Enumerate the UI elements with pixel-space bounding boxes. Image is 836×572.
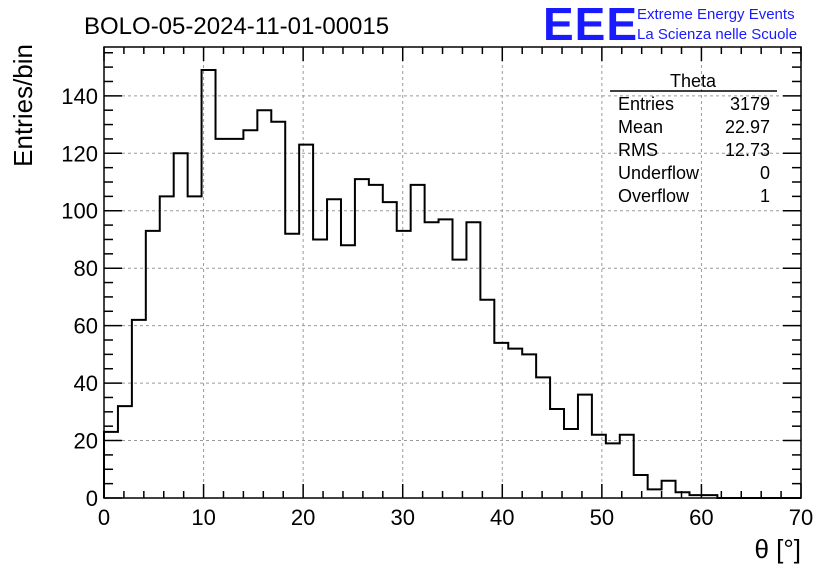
histogram-bin <box>606 443 620 498</box>
histogram-bin <box>118 406 132 498</box>
x-tick-label: 60 <box>689 505 713 530</box>
histogram-bin <box>425 222 439 498</box>
eee-logo: EEE Extreme Energy Events La Scienza nel… <box>543 0 797 50</box>
histogram-bin <box>327 199 341 498</box>
histogram-bin <box>439 219 453 498</box>
histogram-bin <box>229 139 243 498</box>
stats-value: 3179 <box>730 94 770 114</box>
y-tick-label: 20 <box>74 429 98 454</box>
histogram-bin <box>550 409 564 498</box>
stats-label: RMS <box>618 140 658 160</box>
histogram-bin <box>662 481 676 498</box>
stats-value: 12.73 <box>725 140 770 160</box>
histogram-bin <box>188 196 202 498</box>
logo-line2: La Scienza nelle Scuole <box>637 26 797 43</box>
logo-line1: Extreme Energy Events <box>637 6 795 23</box>
histogram-bin <box>243 130 257 498</box>
x-tick-label: 0 <box>98 505 110 530</box>
histogram-bin <box>216 139 230 498</box>
histogram-bin <box>104 432 118 498</box>
logo-text: EEE <box>543 0 638 50</box>
histogram-bin <box>146 231 160 498</box>
histogram-bin <box>411 185 425 498</box>
x-tick-label: 20 <box>291 505 315 530</box>
histogram-bin <box>299 145 313 498</box>
histogram-bin <box>536 377 550 498</box>
histogram-bin <box>160 196 174 498</box>
x-tick-label: 40 <box>490 505 514 530</box>
x-tick-label: 50 <box>590 505 614 530</box>
y-tick-label: 140 <box>61 84 98 109</box>
x-tick-label: 30 <box>390 505 414 530</box>
histogram-bin <box>578 395 592 498</box>
y-tick-label: 100 <box>61 199 98 224</box>
histogram-bin <box>313 239 327 498</box>
stats-label: Mean <box>618 117 663 137</box>
histogram-bin <box>592 435 606 498</box>
y-tick-label: 60 <box>74 314 98 339</box>
histogram-bin <box>174 153 188 498</box>
histogram-outline <box>103 68 801 499</box>
histogram-bin <box>355 179 369 498</box>
stats-name: Theta <box>670 71 717 91</box>
stats-value: 22.97 <box>725 117 770 137</box>
histogram-bin <box>466 222 480 498</box>
histogram-bin <box>341 245 355 498</box>
plot-frame <box>103 46 802 499</box>
stats-value: 0 <box>760 163 770 183</box>
stats-label: Underflow <box>618 163 700 183</box>
histogram-bin <box>508 349 522 498</box>
histogram-bin <box>620 435 634 498</box>
histogram-bin <box>648 489 662 498</box>
x-axis-label: θ [°] <box>754 534 801 564</box>
stats-label: Overflow <box>618 186 690 206</box>
x-tick-label: 10 <box>191 505 215 530</box>
histogram-bin <box>522 354 536 498</box>
stats-value: 1 <box>760 186 770 206</box>
histogram-bin <box>383 202 397 498</box>
histogram-bin <box>257 110 271 498</box>
stats-label: Entries <box>618 94 674 114</box>
histogram-bin <box>634 475 648 498</box>
histogram-bin <box>453 260 467 498</box>
histogram-bin <box>271 122 285 498</box>
histogram-bins <box>103 68 801 499</box>
histogram-bin <box>564 429 578 498</box>
grid <box>104 47 801 498</box>
y-tick-label: 40 <box>74 371 98 396</box>
stats-box: Theta Entries 3179 Mean 22.97 RMS 12.73 Underf… <box>610 71 777 206</box>
histogram-bin <box>132 320 146 498</box>
histogram-bin <box>369 185 383 498</box>
histogram-bin <box>480 300 494 498</box>
y-tick-label: 80 <box>74 256 98 281</box>
y-axis-label: Entries/bin <box>8 44 38 167</box>
y-tick-label: 0 <box>86 486 98 511</box>
y-tick-label: 120 <box>61 141 98 166</box>
chart-title: BOLO-05-2024-11-01-00015 <box>84 13 389 40</box>
histogram-bin <box>285 234 299 498</box>
x-tick-label: 70 <box>789 505 813 530</box>
histogram-bin <box>397 231 411 498</box>
histogram-bin <box>494 343 508 498</box>
